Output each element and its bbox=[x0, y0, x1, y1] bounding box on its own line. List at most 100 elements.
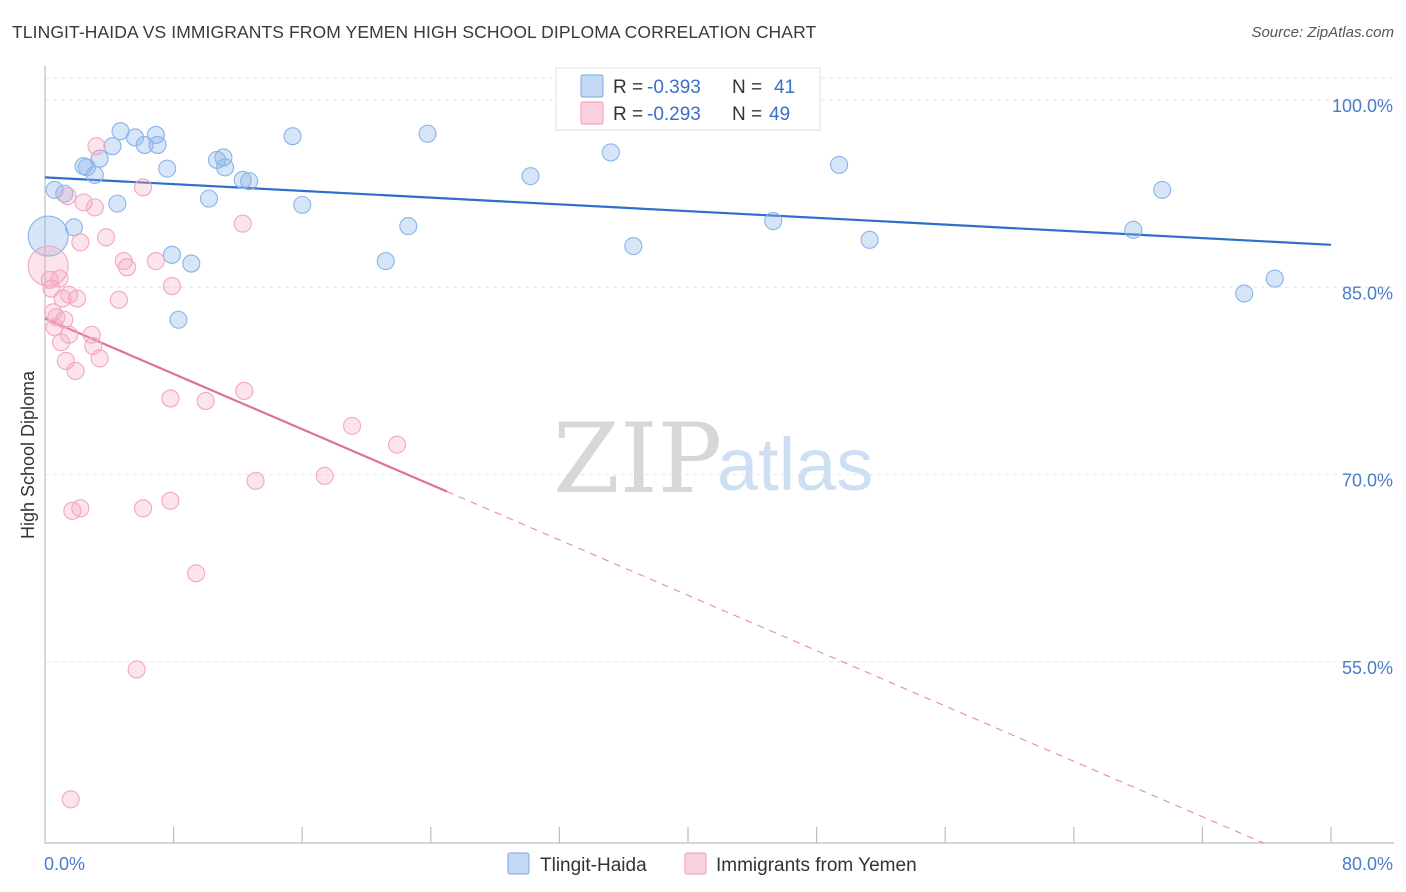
point-immigrants-yemen bbox=[246, 471, 265, 490]
legend-r-label-2: R = bbox=[613, 104, 643, 125]
point-immigrants-yemen bbox=[342, 416, 362, 435]
point-tlingit-haida bbox=[1153, 180, 1172, 199]
point-tlingit-haida bbox=[55, 184, 74, 203]
point-immigrants-yemen bbox=[68, 289, 87, 308]
trend-lines bbox=[44, 176, 1332, 844]
point-tlingit-haida bbox=[860, 230, 879, 249]
point-immigrants-yemen bbox=[71, 499, 90, 518]
grid-lines bbox=[45, 77, 1393, 663]
point-tlingit-haida bbox=[830, 155, 849, 174]
point-immigrants-yemen bbox=[61, 790, 80, 809]
point-tlingit-haida bbox=[1235, 284, 1254, 303]
point-immigrants-yemen bbox=[56, 351, 75, 371]
data-points bbox=[27, 122, 1284, 809]
point-tlingit-haida bbox=[293, 195, 312, 214]
point-immigrants-yemen bbox=[161, 389, 180, 408]
point-tlingit-haida bbox=[158, 159, 177, 178]
point-immigrants-yemen bbox=[87, 137, 106, 156]
point-tlingit-haida bbox=[283, 127, 302, 146]
point-tlingit-haida bbox=[108, 194, 127, 213]
y-tick-label: 70.0% bbox=[1342, 471, 1393, 491]
point-immigrants-yemen bbox=[127, 660, 146, 679]
watermark-atlas: atlas bbox=[717, 423, 873, 506]
point-immigrants-yemen bbox=[233, 214, 252, 233]
point-immigrants-yemen bbox=[55, 310, 74, 329]
point-tlingit-haida bbox=[233, 170, 252, 189]
y-tick-labels: 55.0% 70.0% 85.0% 100.0% bbox=[1332, 96, 1393, 678]
watermark: ZIP atlas bbox=[553, 403, 873, 515]
bottom-legend-swatch-tlingit bbox=[507, 852, 530, 875]
point-immigrants-yemen bbox=[60, 325, 79, 344]
point-tlingit-haida bbox=[240, 172, 259, 191]
point-immigrants-yemen bbox=[82, 325, 101, 344]
point-immigrants-yemen bbox=[235, 381, 254, 400]
point-immigrants-yemen bbox=[162, 276, 182, 296]
point-tlingit-haida bbox=[215, 158, 235, 177]
point-immigrants-yemen bbox=[74, 193, 93, 212]
legend-swatch-tlingit bbox=[580, 74, 604, 98]
point-immigrants-yemen bbox=[90, 349, 109, 368]
point-immigrants-yemen bbox=[58, 187, 77, 206]
point-immigrants-yemen bbox=[134, 178, 153, 197]
legend-n-value-1: 41 bbox=[774, 77, 795, 98]
point-immigrants-yemen bbox=[27, 245, 69, 287]
point-immigrants-yemen bbox=[315, 466, 334, 485]
watermark-zip: ZIP bbox=[553, 403, 722, 515]
point-tlingit-haida bbox=[64, 218, 83, 237]
point-tlingit-haida bbox=[521, 167, 540, 186]
y-tick-label: 100.0% bbox=[1332, 96, 1393, 116]
x-tick-labels: 0.0% 80.0% bbox=[44, 854, 1393, 874]
chart-title: TLINGIT-HAIDA VS IMMIGRANTS FROM YEMEN H… bbox=[12, 22, 817, 42]
bottom-legend-label-tlingit: Tlingit-Haida bbox=[540, 855, 647, 876]
point-immigrants-yemen bbox=[50, 269, 69, 288]
legend-box: R = -0.393 N = 41 R = -0.293 N = 49 bbox=[555, 67, 821, 131]
point-tlingit-haida bbox=[1265, 269, 1284, 288]
trend-line-tlingit-haida bbox=[44, 176, 1332, 246]
y-axis-label: High School Diploma bbox=[18, 370, 38, 539]
point-tlingit-haida bbox=[135, 135, 154, 154]
legend-swatch-yemen bbox=[580, 101, 604, 125]
point-tlingit-haida bbox=[103, 137, 122, 156]
point-tlingit-haida bbox=[601, 143, 620, 162]
point-tlingit-haida bbox=[764, 212, 783, 231]
x-tick-label: 0.0% bbox=[44, 854, 85, 874]
point-tlingit-haida bbox=[148, 135, 167, 154]
bottom-legend-label-yemen: Immigrants from Yemen bbox=[716, 855, 917, 876]
point-tlingit-haida bbox=[1124, 220, 1143, 239]
point-immigrants-yemen bbox=[146, 252, 165, 271]
trend-line-immigrants-yemen bbox=[44, 317, 448, 493]
point-tlingit-haida bbox=[399, 217, 418, 236]
point-immigrants-yemen bbox=[161, 491, 180, 510]
trend-line-immigrants-yemen-extension bbox=[446, 490, 1264, 844]
legend-n-value-2: 49 bbox=[769, 104, 790, 125]
bottom-legend: Tlingit-Haida Immigrants from Yemen bbox=[507, 852, 917, 876]
point-immigrants-yemen bbox=[187, 564, 206, 583]
legend-r-value-2: -0.293 bbox=[647, 104, 701, 125]
point-immigrants-yemen bbox=[117, 258, 137, 277]
source-label: Source: ZipAtlas.com bbox=[1251, 24, 1394, 41]
point-tlingit-haida bbox=[85, 165, 104, 184]
point-tlingit-haida bbox=[376, 252, 395, 271]
y-tick-label: 85.0% bbox=[1342, 283, 1393, 303]
bottom-legend-swatch-yemen bbox=[684, 852, 707, 875]
point-immigrants-yemen bbox=[134, 499, 153, 518]
point-immigrants-yemen bbox=[109, 290, 128, 309]
legend-n-label-2: N = bbox=[732, 104, 762, 125]
legend-n-label-1: N = bbox=[732, 77, 762, 98]
point-tlingit-haida bbox=[418, 124, 437, 143]
point-tlingit-haida bbox=[624, 237, 643, 256]
x-tick-label: 80.0% bbox=[1342, 854, 1393, 874]
point-tlingit-haida bbox=[162, 245, 182, 264]
point-tlingit-haida bbox=[199, 189, 219, 208]
point-immigrants-yemen bbox=[387, 435, 407, 454]
legend-r-value-1: -0.393 bbox=[647, 77, 701, 98]
point-tlingit-haida bbox=[169, 310, 188, 329]
point-tlingit-haida bbox=[182, 254, 201, 273]
point-tlingit-haida bbox=[125, 128, 145, 147]
legend-r-label-1: R = bbox=[613, 77, 643, 98]
point-immigrants-yemen bbox=[196, 391, 215, 410]
point-immigrants-yemen bbox=[66, 361, 85, 381]
point-tlingit-haida bbox=[27, 215, 69, 257]
point-immigrants-yemen bbox=[97, 228, 116, 247]
